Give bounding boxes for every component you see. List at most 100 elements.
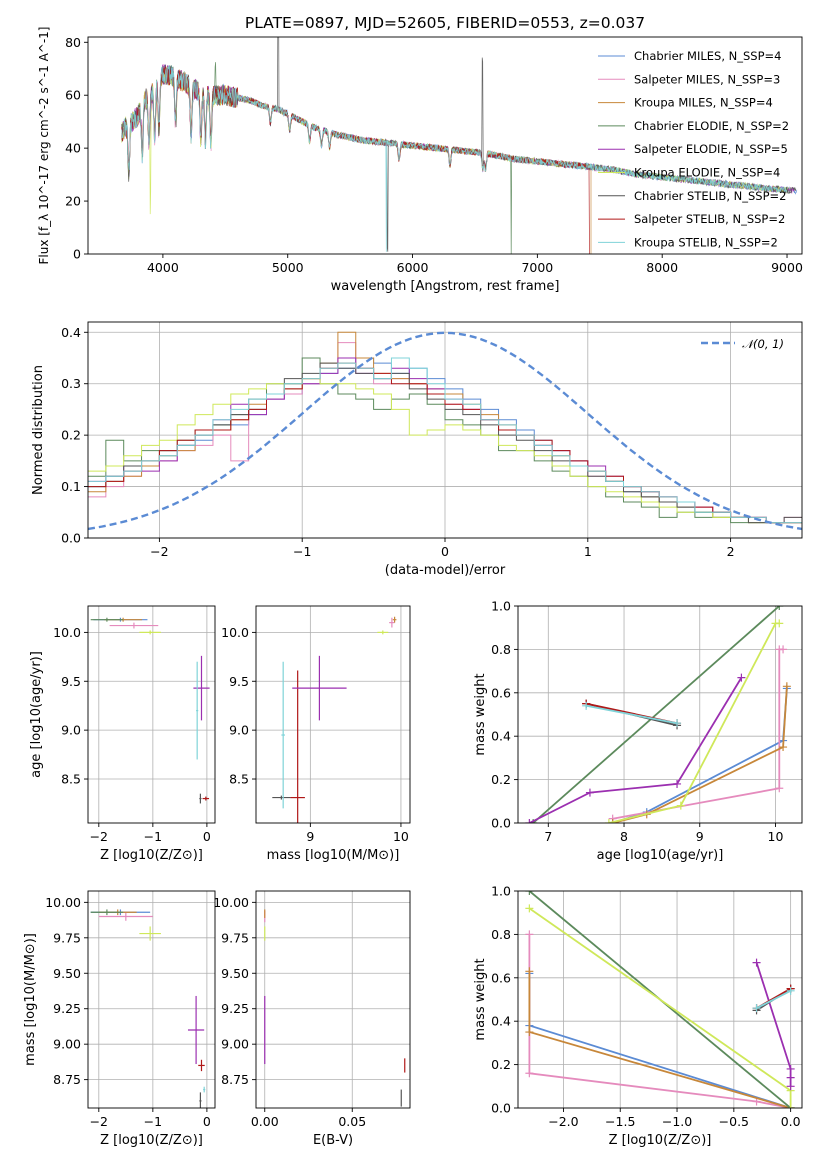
x-tick-label: 9	[306, 829, 314, 844]
axes-frame	[87, 890, 216, 1109]
legend: 𝒩(0, 1)	[701, 337, 784, 351]
y-tick-label: 0.8	[491, 927, 511, 942]
y-tick-label: 0	[73, 247, 81, 262]
plot-area	[525, 606, 791, 823]
y-tick-label: 0.0	[491, 1101, 511, 1116]
weight-line	[528, 973, 791, 1108]
y-tick-label: 40	[65, 141, 81, 156]
x-tick-label: −1	[144, 829, 162, 844]
panel-8: −2.0 −1.5 −1.0 −0.5 0.0 0.0 0.2 0.4 0.6 0.8 1.0 Z […	[473, 884, 803, 1148]
axes-frame	[87, 321, 803, 539]
y-tick-label: 9.50	[53, 966, 81, 981]
x-axis-label: mass [log10(M/M⊙)]	[267, 848, 400, 863]
y-axis-label: Flux [f_λ 10^-17 erg cm^-2 s^-1 A^-1]	[37, 27, 51, 265]
weight-point	[525, 930, 534, 939]
weight-point	[582, 701, 591, 710]
y-tick-label: 10.0	[221, 625, 249, 640]
y-tick-label: 10.00	[45, 895, 81, 910]
x-tick-label: 0.05	[338, 1114, 366, 1129]
weight-point	[604, 819, 613, 823]
x-tick-label: −1.0	[662, 1114, 692, 1129]
plot-area	[90, 617, 210, 804]
weight-point	[525, 1069, 534, 1078]
error-cross	[139, 926, 161, 941]
x-tick-label: −0.5	[719, 1114, 749, 1129]
error-cross	[290, 670, 305, 823]
x-tick-label: 8	[620, 829, 628, 844]
x-axis-label: Z [log10(Z/Z⊙)]	[100, 848, 203, 863]
axes-frame	[517, 890, 803, 1109]
y-tick-label: 1.0	[491, 599, 511, 614]
error-cross	[187, 995, 205, 1065]
x-axis-label: (data-model)/error	[385, 563, 506, 578]
x-tick-label: 5000	[272, 260, 304, 275]
y-tick-label: 9.00	[53, 1037, 81, 1052]
legend-label: Chabrier MILES, N_SSP=4	[634, 49, 781, 63]
panel-2: −2 −1 0 1 2 0.0 0.1 0.2 0.3 0.4 (data-model)/error…	[31, 321, 803, 578]
error-cross	[90, 909, 124, 916]
x-tick-label: −1.5	[605, 1114, 635, 1129]
y-tick-label: 0.8	[491, 642, 511, 657]
y-tick-label: 0.4	[491, 729, 511, 744]
error-cross	[389, 617, 395, 628]
legend-label: Chabrier STELIB, N_SSP=2	[634, 189, 786, 203]
plot-area	[264, 909, 406, 1107]
y-tick-label: 9.5	[61, 674, 81, 689]
error-cross	[199, 1092, 202, 1108]
error-cross	[392, 616, 397, 623]
x-tick-label: 9	[696, 829, 704, 844]
weight-point	[752, 1004, 761, 1013]
error-cross	[196, 661, 199, 760]
error-cross	[90, 617, 124, 622]
x-tick-label: 0	[203, 829, 211, 844]
y-tick-label: 9.75	[221, 930, 249, 945]
error-cross	[377, 630, 389, 635]
plot-area	[88, 331, 802, 531]
axes-frame	[517, 605, 803, 824]
y-tick-label: 8.5	[229, 772, 249, 787]
legend-label: Kroupa STELIB, N_SSP=2	[634, 235, 778, 249]
weight-point	[786, 986, 795, 995]
legend-label: Chabrier ELODIE, N_SSP=2	[634, 119, 789, 133]
x-tick-label: −1	[293, 544, 311, 559]
y-tick-label: 20	[65, 194, 81, 209]
plot-area	[272, 616, 397, 823]
weight-line	[586, 704, 678, 725]
x-tick-label: −2	[150, 544, 168, 559]
error-cross	[272, 795, 291, 800]
x-tick-label: −1	[144, 1114, 162, 1129]
plot-area	[121, 37, 798, 254]
weight-point	[786, 1082, 795, 1091]
panel-3: −2 −1 0 8.5 9.0 9.5 10.0 Z [log10(Z/Z⊙)] age [lo…	[29, 605, 216, 863]
x-axis-label: Z [log10(Z/Z⊙)]	[100, 1133, 203, 1148]
histogram-step	[88, 357, 802, 524]
y-tick-label: 8.5	[61, 772, 81, 787]
legend-label: 𝒩(0, 1)	[742, 337, 784, 351]
weight-point	[786, 1073, 795, 1082]
y-axis-label: age [log10(age/yr)]	[29, 651, 44, 778]
x-tick-label: 7000	[521, 260, 553, 275]
spectrum-line	[121, 65, 788, 252]
weight-point	[775, 619, 784, 628]
y-tick-label: 9.00	[221, 1037, 249, 1052]
spectrum-line	[121, 66, 590, 254]
histogram-step	[88, 378, 802, 524]
y-tick-label: 9.5	[229, 674, 249, 689]
panel-4: 9 10 8.5 9.0 9.5 10.0 mass [log10(M/M⊙)]	[221, 605, 411, 863]
y-tick-label: 0.4	[491, 1014, 511, 1029]
weight-point	[775, 606, 784, 610]
y-tick-label: 9.0	[229, 723, 249, 738]
weight-point	[676, 801, 685, 810]
weight-point	[585, 788, 594, 797]
spectrum-line	[121, 37, 797, 252]
x-axis-label: E(B-V)	[313, 1133, 353, 1148]
x-tick-label: 2	[727, 544, 735, 559]
y-tick-label: 60	[65, 88, 81, 103]
error-cross	[139, 630, 161, 635]
y-tick-label: 8.75	[221, 1072, 249, 1087]
error-cross	[202, 796, 210, 801]
y-tick-label: 0.6	[491, 970, 511, 985]
y-axis-label: mass weight	[473, 673, 488, 755]
y-tick-label: 9.50	[221, 966, 249, 981]
x-tick-label: 8000	[646, 260, 678, 275]
